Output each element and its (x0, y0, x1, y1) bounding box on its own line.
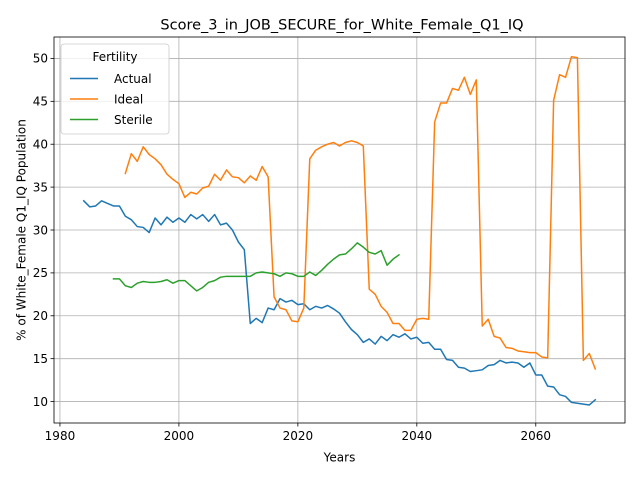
y-tick-label: 25 (33, 266, 48, 280)
legend-label-ideal: Ideal (114, 92, 143, 106)
x-tick-label: 2060 (521, 429, 552, 443)
x-tick-label: 1980 (45, 429, 76, 443)
series-line-sterile (112, 242, 401, 292)
x-axis-label: Years (323, 451, 356, 465)
series-lines (82, 55, 597, 406)
series-line-actual (82, 199, 597, 406)
series-line-ideal (124, 55, 597, 370)
x-axis-ticks: 1980 2000 2020 2040 2060 (45, 423, 551, 443)
x-tick-label: 2000 (164, 429, 195, 443)
y-tick-label: 20 (33, 309, 48, 323)
y-tick-label: 10 (33, 395, 48, 409)
y-axis-ticks: 10 15 20 25 30 35 40 45 50 (33, 52, 54, 409)
x-tick-label: 2020 (283, 429, 314, 443)
legend-label-sterile: Sterile (114, 113, 153, 127)
y-tick-label: 50 (33, 52, 48, 66)
y-tick-label: 15 (33, 352, 48, 366)
y-tick-label: 40 (33, 138, 48, 152)
gridlines (54, 37, 625, 423)
y-tick-label: 45 (33, 95, 48, 109)
y-axis-label: % of White_Female Q1_IQ Population (15, 119, 29, 341)
legend-label-actual: Actual (114, 72, 152, 86)
legend-box (60, 43, 170, 135)
legend: Fertility Actual Ideal Sterile (60, 43, 170, 135)
chart-title: Score_3_in_JOB_SECURE_for_White_Female_Q… (160, 18, 523, 34)
y-tick-label: 35 (33, 180, 48, 194)
legend-title: Fertility (92, 50, 137, 64)
y-tick-label: 30 (33, 223, 48, 237)
x-tick-label: 2040 (402, 429, 433, 443)
